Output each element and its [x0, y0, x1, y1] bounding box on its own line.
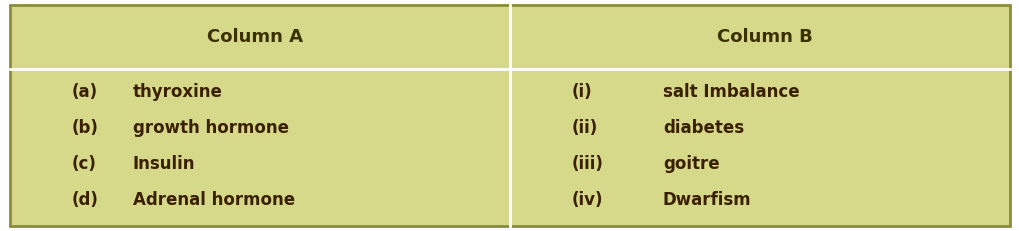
Text: Column B: Column B	[716, 28, 812, 46]
Text: (d): (d)	[71, 191, 98, 209]
Text: Insulin: Insulin	[132, 155, 195, 173]
Text: (b): (b)	[71, 119, 98, 137]
Text: goitre: goitre	[662, 155, 719, 173]
Text: salt Imbalance: salt Imbalance	[662, 83, 799, 101]
Text: (a): (a)	[71, 83, 98, 101]
Text: (iv): (iv)	[571, 191, 602, 209]
FancyBboxPatch shape	[10, 5, 1009, 226]
Text: growth hormone: growth hormone	[132, 119, 288, 137]
Text: Dwarfism: Dwarfism	[662, 191, 751, 209]
Text: Column A: Column A	[207, 28, 303, 46]
Text: (i): (i)	[571, 83, 591, 101]
Text: (iii): (iii)	[571, 155, 602, 173]
Text: thyroxine: thyroxine	[132, 83, 222, 101]
Text: (c): (c)	[71, 155, 96, 173]
Text: (ii): (ii)	[571, 119, 597, 137]
Text: Adrenal hormone: Adrenal hormone	[132, 191, 294, 209]
Text: diabetes: diabetes	[662, 119, 744, 137]
